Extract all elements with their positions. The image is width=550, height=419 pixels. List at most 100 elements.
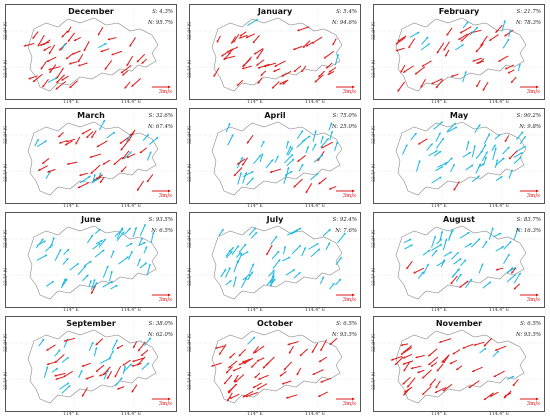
- north-wind-arrow: [47, 168, 56, 173]
- north-wind-arrow: [265, 356, 275, 367]
- month-title: November: [435, 319, 483, 328]
- south-wind-arrow: [110, 284, 118, 290]
- north-wind-arrow: [402, 65, 414, 74]
- north-wind-arrow: [402, 345, 413, 354]
- north-wind-arrow: [256, 383, 268, 390]
- south-wind-arrow: [506, 273, 517, 283]
- south-wind-arrow: [335, 256, 343, 266]
- north-wind-arrow: [66, 161, 78, 166]
- south-wind-arrow: [433, 150, 442, 157]
- north-wind-arrow: [507, 69, 515, 74]
- north-wind-arrow: [120, 140, 129, 151]
- south-wind-arrow: [483, 156, 487, 166]
- south-wind-arrow: [83, 260, 92, 267]
- north-wind-arrow: [327, 70, 335, 76]
- south-wind-arrow: [86, 234, 94, 244]
- south-wind-arrow: [94, 249, 105, 258]
- north-wind-arrow: [77, 182, 89, 189]
- north-wind-arrow: [480, 35, 488, 47]
- north-wind-arrow: [417, 369, 425, 374]
- north-wind-arrow: [56, 67, 64, 79]
- north-wind-arrow: [116, 344, 124, 350]
- south-wind-arrow: [227, 134, 234, 146]
- x-tick-label: 114.4° E: [305, 308, 326, 313]
- month-title: October: [257, 319, 293, 328]
- north-wind-arrow: [311, 36, 323, 44]
- north-wind-arrow: [475, 43, 484, 53]
- region-boundary: [27, 17, 159, 92]
- south-wind-arrow: [98, 42, 107, 49]
- south-wind-share: S: 83.7%: [516, 217, 541, 223]
- south-wind-arrow: [493, 232, 502, 238]
- south-wind-arrow: [464, 242, 472, 248]
- north-wind-arrow: [61, 75, 69, 81]
- north-wind-arrow: [444, 49, 450, 57]
- south-wind-arrow: [455, 273, 462, 282]
- north-wind-arrow: [96, 140, 108, 148]
- south-wind-arrow: [149, 136, 159, 145]
- north-wind-arrow: [421, 60, 432, 67]
- north-wind-arrow: [215, 345, 226, 349]
- north-wind-arrow: [66, 138, 76, 143]
- north-wind-arrow: [124, 81, 131, 89]
- north-wind-arrow: [395, 37, 406, 45]
- south-wind-arrow: [431, 243, 443, 251]
- south-wind-arrow: [61, 356, 70, 363]
- south-wind-arrow: [241, 251, 249, 257]
- north-wind-arrow: [49, 64, 57, 74]
- north-wind-arrow: [48, 66, 61, 71]
- north-wind-arrow: [225, 366, 233, 374]
- wind-map: [190, 213, 360, 307]
- north-wind-arrow: [121, 70, 129, 76]
- south-wind-arrow: [247, 336, 256, 345]
- north-wind-arrow: [28, 75, 38, 80]
- north-wind-arrow: [450, 275, 458, 285]
- north-wind-arrow: [55, 74, 66, 84]
- wind-map: [6, 5, 176, 99]
- north-wind-arrow: [131, 384, 138, 393]
- north-wind-arrow: [228, 48, 234, 55]
- region-boundary: [211, 121, 343, 196]
- south-wind-arrow: [78, 369, 83, 379]
- wind-map: [374, 213, 544, 307]
- north-wind-arrow: [77, 53, 84, 63]
- south-wind-arrow: [269, 272, 275, 284]
- south-wind-arrow: [43, 366, 49, 378]
- south-wind-share: S: 32.6%: [148, 113, 173, 119]
- south-wind-arrow: [36, 140, 48, 147]
- north-wind-arrow: [450, 73, 459, 78]
- north-wind-share: N: 93.5%: [515, 332, 541, 338]
- north-wind-arrow: [406, 260, 413, 270]
- south-wind-arrow: [115, 377, 123, 387]
- south-wind-arrow: [329, 130, 333, 141]
- north-wind-arrow: [279, 371, 287, 377]
- north-wind-share: N: 9.8%: [519, 124, 541, 130]
- south-wind-arrow: [250, 231, 258, 239]
- south-wind-arrow: [265, 159, 274, 169]
- north-wind-arrow: [58, 42, 68, 51]
- south-wind-arrow: [503, 253, 510, 265]
- north-wind-arrow: [234, 374, 245, 383]
- south-wind-arrow: [334, 141, 339, 151]
- region-boundary: [395, 121, 527, 196]
- south-wind-arrow: [494, 159, 499, 168]
- south-wind-arrow: [442, 238, 448, 251]
- south-wind-arrow: [433, 121, 444, 130]
- south-wind-arrow: [231, 244, 240, 256]
- north-wind-arrow: [468, 380, 480, 389]
- south-wind-arrow: [110, 250, 115, 259]
- north-wind-arrow: [489, 391, 499, 397]
- north-wind-arrow: [114, 365, 122, 378]
- south-wind-arrow: [311, 143, 317, 151]
- south-wind-arrow: [269, 278, 276, 286]
- north-wind-arrow: [58, 140, 68, 144]
- north-wind-arrow: [86, 131, 94, 139]
- north-wind-arrow: [483, 337, 493, 347]
- scale-arrow: [336, 85, 355, 89]
- x-tick-label: 114° E: [247, 204, 263, 209]
- south-wind-arrow: [409, 31, 420, 38]
- north-wind-arrow: [97, 26, 104, 36]
- y-tick-label: 22.8° N: [4, 333, 9, 352]
- south-wind-arrow: [225, 267, 231, 278]
- south-wind-arrow: [444, 157, 453, 166]
